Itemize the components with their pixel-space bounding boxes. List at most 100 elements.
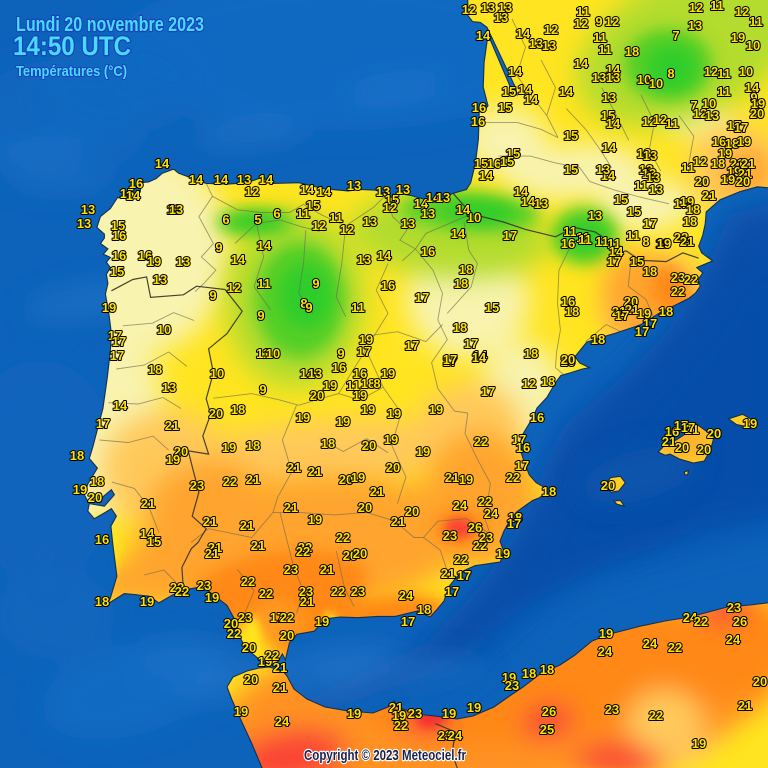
svg-text:12: 12 xyxy=(383,200,397,215)
svg-text:17: 17 xyxy=(401,614,415,629)
svg-text:22: 22 xyxy=(298,540,312,555)
svg-text:23: 23 xyxy=(505,678,519,693)
svg-text:9: 9 xyxy=(257,308,264,323)
svg-text:17: 17 xyxy=(643,216,657,231)
svg-text:14: 14 xyxy=(508,64,523,79)
svg-text:21: 21 xyxy=(240,518,254,533)
svg-text:14: 14 xyxy=(473,348,488,363)
svg-text:19: 19 xyxy=(234,704,248,719)
svg-text:13: 13 xyxy=(688,18,702,33)
svg-text:18: 18 xyxy=(246,438,260,453)
svg-text:17: 17 xyxy=(112,334,126,349)
svg-text:21: 21 xyxy=(308,464,322,479)
svg-text:19: 19 xyxy=(347,706,361,721)
svg-text:23: 23 xyxy=(671,270,685,285)
svg-text:14: 14 xyxy=(300,366,315,381)
svg-text:14: 14 xyxy=(516,26,531,41)
svg-text:10: 10 xyxy=(746,38,760,53)
svg-text:19: 19 xyxy=(429,402,443,417)
svg-text:15: 15 xyxy=(630,254,644,269)
svg-text:22: 22 xyxy=(394,718,408,733)
svg-text:19: 19 xyxy=(392,708,406,723)
svg-text:15: 15 xyxy=(306,198,320,213)
svg-text:23: 23 xyxy=(351,584,365,599)
svg-text:20: 20 xyxy=(343,548,357,563)
svg-text:18: 18 xyxy=(321,436,335,451)
svg-text:7: 7 xyxy=(672,28,679,43)
svg-text:23: 23 xyxy=(238,610,252,625)
svg-text:24: 24 xyxy=(399,588,414,603)
svg-text:21: 21 xyxy=(625,302,639,317)
svg-text:26: 26 xyxy=(733,614,747,629)
svg-text:15: 15 xyxy=(614,192,628,207)
svg-text:Copyright © 2023 Meteociel.fr: Copyright © 2023 Meteociel.fr xyxy=(304,748,466,764)
svg-text:14: 14 xyxy=(451,226,466,241)
svg-text:17: 17 xyxy=(681,420,695,435)
svg-text:17: 17 xyxy=(445,584,459,599)
svg-text:13: 13 xyxy=(237,172,251,187)
svg-text:20: 20 xyxy=(405,504,419,519)
svg-text:12: 12 xyxy=(689,0,703,15)
svg-text:20: 20 xyxy=(736,174,750,189)
svg-text:13: 13 xyxy=(421,206,435,221)
svg-text:22: 22 xyxy=(259,586,273,601)
svg-text:15: 15 xyxy=(601,108,615,123)
svg-text:11: 11 xyxy=(346,378,360,393)
svg-text:14: 14 xyxy=(574,56,589,71)
svg-text:11: 11 xyxy=(257,276,271,291)
svg-text:19: 19 xyxy=(387,406,401,421)
svg-text:17: 17 xyxy=(674,196,688,211)
svg-text:18: 18 xyxy=(361,376,375,391)
svg-text:11: 11 xyxy=(626,228,640,243)
svg-text:17: 17 xyxy=(643,316,657,331)
svg-text:22: 22 xyxy=(506,470,520,485)
svg-text:18: 18 xyxy=(565,304,579,319)
svg-text:23: 23 xyxy=(438,728,452,743)
svg-text:20: 20 xyxy=(353,546,367,561)
svg-text:12: 12 xyxy=(653,112,667,127)
svg-text:19: 19 xyxy=(459,472,473,487)
svg-text:13: 13 xyxy=(646,170,660,185)
svg-text:19: 19 xyxy=(751,96,765,111)
svg-text:11: 11 xyxy=(351,300,365,315)
svg-text:14: 14 xyxy=(606,116,621,131)
svg-text:12: 12 xyxy=(245,184,259,199)
svg-text:13: 13 xyxy=(396,182,410,197)
svg-text:22: 22 xyxy=(671,284,685,299)
svg-text:23: 23 xyxy=(479,530,493,545)
svg-text:13: 13 xyxy=(643,148,657,163)
svg-text:16: 16 xyxy=(561,236,575,251)
svg-text:21: 21 xyxy=(284,500,298,515)
svg-text:19: 19 xyxy=(353,388,367,403)
svg-text:11: 11 xyxy=(256,346,270,361)
svg-text:13: 13 xyxy=(494,10,508,25)
svg-text:14: 14 xyxy=(521,194,536,209)
svg-text:11: 11 xyxy=(717,84,731,99)
svg-text:11: 11 xyxy=(607,236,621,251)
svg-text:13: 13 xyxy=(642,166,656,181)
svg-text:15: 15 xyxy=(506,146,520,161)
svg-text:16: 16 xyxy=(129,176,143,191)
svg-text:10: 10 xyxy=(637,72,651,87)
svg-text:20: 20 xyxy=(753,674,767,689)
svg-text:22: 22 xyxy=(265,648,279,663)
svg-text:14: 14 xyxy=(609,244,624,259)
svg-text:15: 15 xyxy=(564,128,578,143)
svg-text:11: 11 xyxy=(595,234,609,249)
svg-text:21: 21 xyxy=(741,156,755,171)
svg-text:23: 23 xyxy=(605,702,619,717)
svg-text:22: 22 xyxy=(474,434,488,449)
svg-text:14: 14 xyxy=(601,168,616,183)
svg-text:19: 19 xyxy=(381,366,395,381)
svg-text:16: 16 xyxy=(665,424,679,439)
svg-text:13: 13 xyxy=(167,202,181,217)
svg-text:15: 15 xyxy=(385,192,399,207)
svg-text:19: 19 xyxy=(308,512,322,527)
svg-text:9: 9 xyxy=(312,276,319,291)
svg-text:22: 22 xyxy=(223,474,237,489)
svg-text:23: 23 xyxy=(190,478,204,493)
svg-text:15: 15 xyxy=(564,162,578,177)
svg-text:17: 17 xyxy=(443,354,457,369)
svg-text:21: 21 xyxy=(273,660,287,675)
svg-text:14: 14 xyxy=(259,172,274,187)
